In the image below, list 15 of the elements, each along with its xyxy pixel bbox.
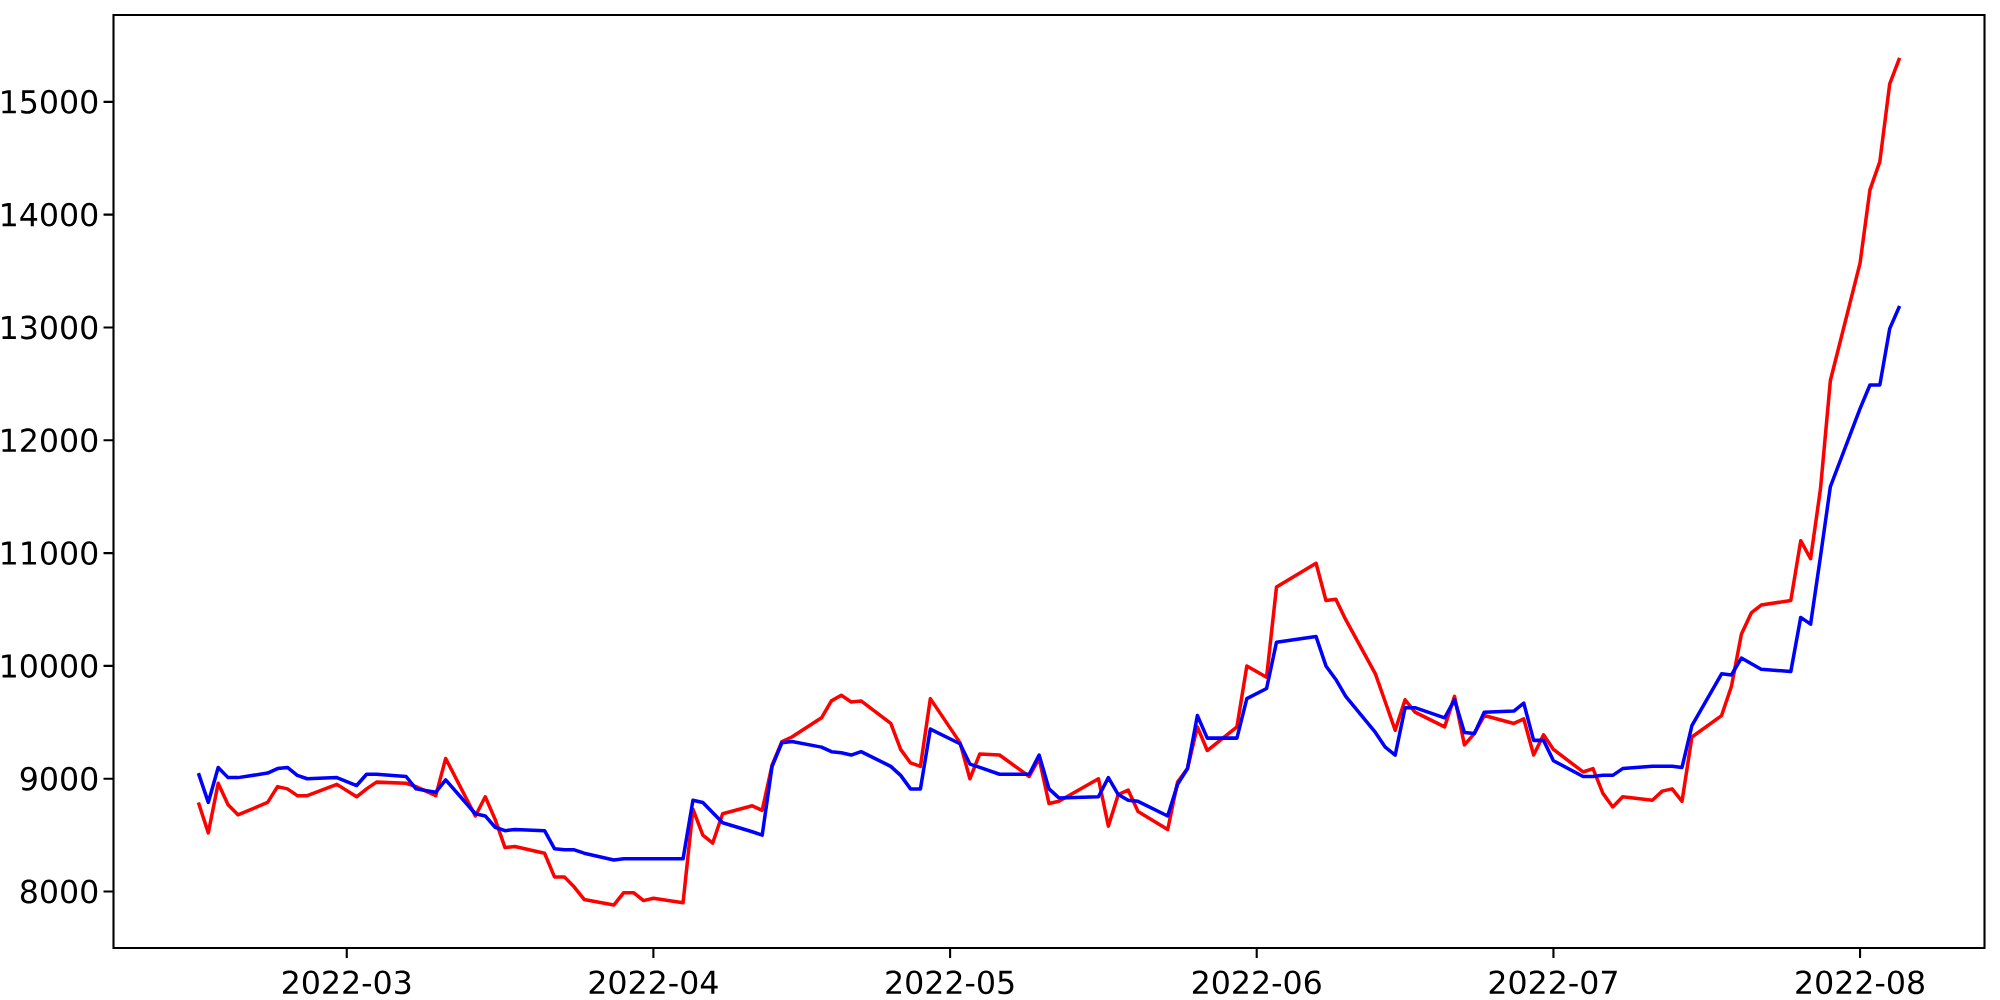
x-tick-label: 2022-04 [589,970,718,995]
x-tick-label: 2022-08 [1796,970,1924,995]
y-tick-label: 13000 [2,315,98,340]
x-tick-label: 2022-06 [1192,970,1321,995]
x-tick-label: 2022-07 [1489,970,1617,995]
x-tick-label: 2022-05 [886,970,1014,995]
y-tick-label: 15000 [2,89,98,114]
x-tick-label: 2022-03 [283,970,411,995]
y-tick-label: 9000 [20,766,98,791]
line-series [196,56,1902,907]
y-tick-label: 11000 [2,541,98,566]
y-tick-label: 10000 [2,653,98,678]
y-tick-label: 12000 [2,428,98,453]
y-tick-label: 8000 [20,879,98,904]
y-tick-label: 14000 [2,202,98,227]
